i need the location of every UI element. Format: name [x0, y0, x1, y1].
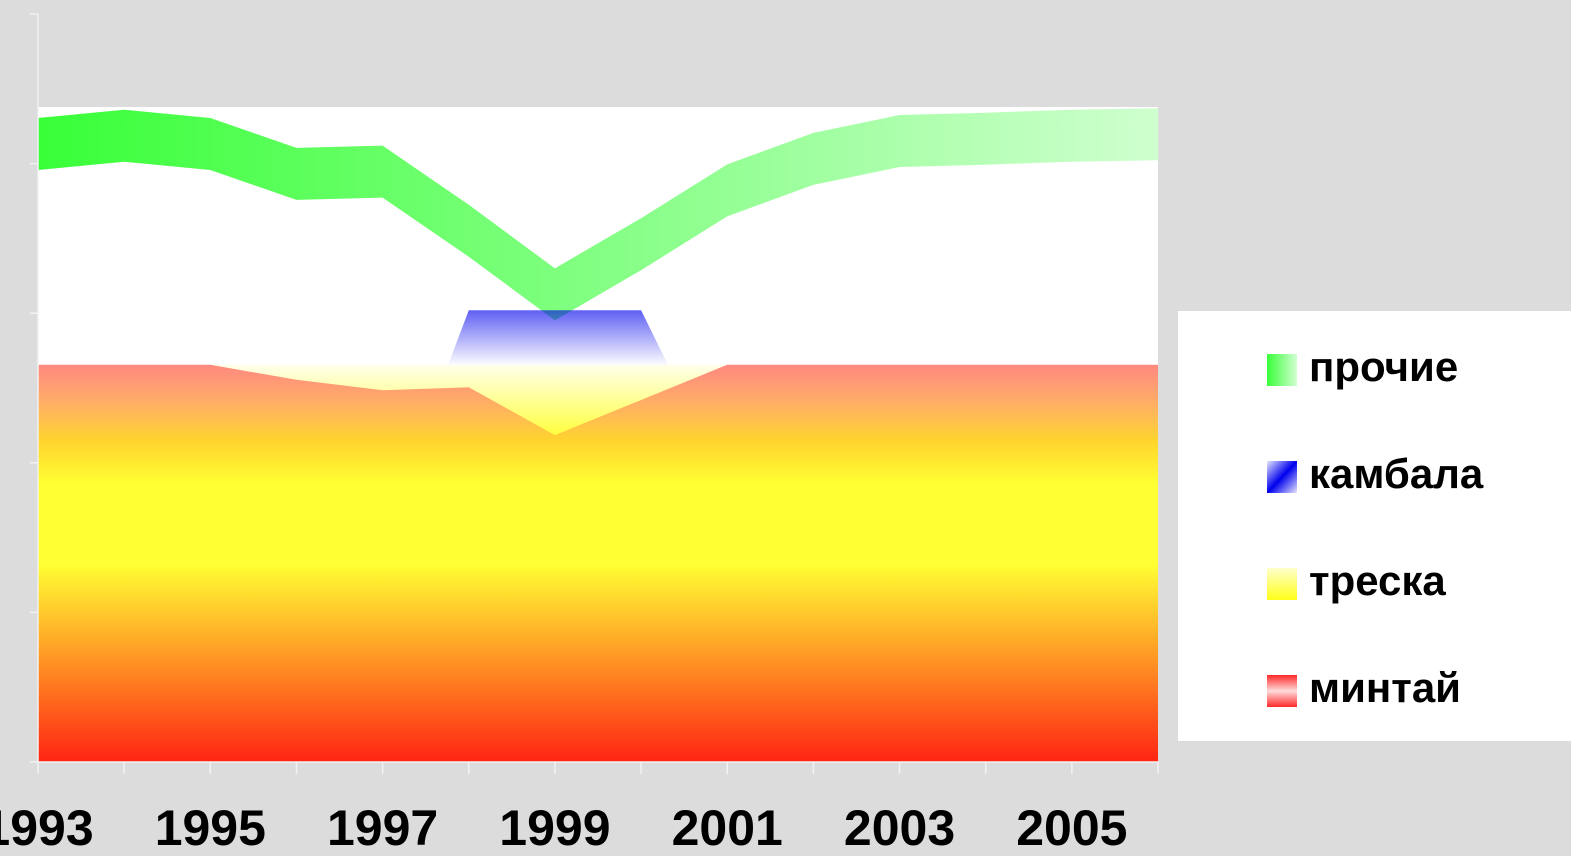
x-tick-label: 1995	[155, 800, 266, 856]
legend-label: камбала	[1309, 450, 1484, 497]
area	[38, 364, 1158, 762]
x-tick-label: 2001	[672, 800, 783, 856]
areas	[38, 108, 1158, 763]
area-band	[38, 108, 1158, 321]
legend-label: треска	[1309, 557, 1446, 604]
x-tick-label: 1993	[0, 800, 94, 856]
x-tick-label: 2003	[844, 800, 955, 856]
legend-box	[1178, 311, 1571, 741]
legend-swatch	[1267, 675, 1297, 707]
legend-label: прочие	[1309, 343, 1458, 390]
legend-swatch	[1267, 354, 1297, 386]
legend: прочие камбала треска минтай	[1267, 343, 1484, 711]
x-tick-label: 1997	[327, 800, 438, 856]
legend-label: минтай	[1309, 664, 1461, 711]
legend-swatch	[1267, 568, 1297, 600]
x-tick-label: 2005	[1016, 800, 1127, 856]
x-tick-label: 1999	[499, 800, 610, 856]
legend-swatch	[1267, 461, 1297, 493]
axes: 1993 1995 1997 1999 2001 2003 2005	[0, 13, 1159, 856]
